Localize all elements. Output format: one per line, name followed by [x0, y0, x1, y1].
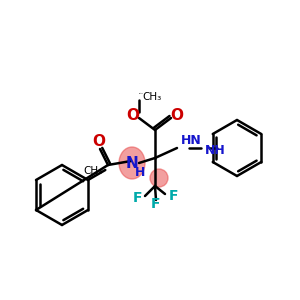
Text: CH₃: CH₃	[83, 166, 102, 176]
Text: F: F	[151, 197, 161, 211]
Text: O: O	[127, 107, 140, 122]
Text: O: O	[92, 134, 106, 149]
Text: NH: NH	[205, 145, 226, 158]
Text: methyl: methyl	[139, 92, 143, 94]
Text: O: O	[170, 109, 184, 124]
Ellipse shape	[119, 147, 145, 179]
Text: F: F	[168, 189, 178, 203]
Text: F: F	[132, 191, 142, 205]
Ellipse shape	[150, 169, 168, 187]
Text: CH₃: CH₃	[142, 92, 161, 102]
Text: H: H	[135, 166, 145, 178]
Text: N: N	[126, 155, 138, 170]
Text: HN: HN	[181, 134, 202, 148]
